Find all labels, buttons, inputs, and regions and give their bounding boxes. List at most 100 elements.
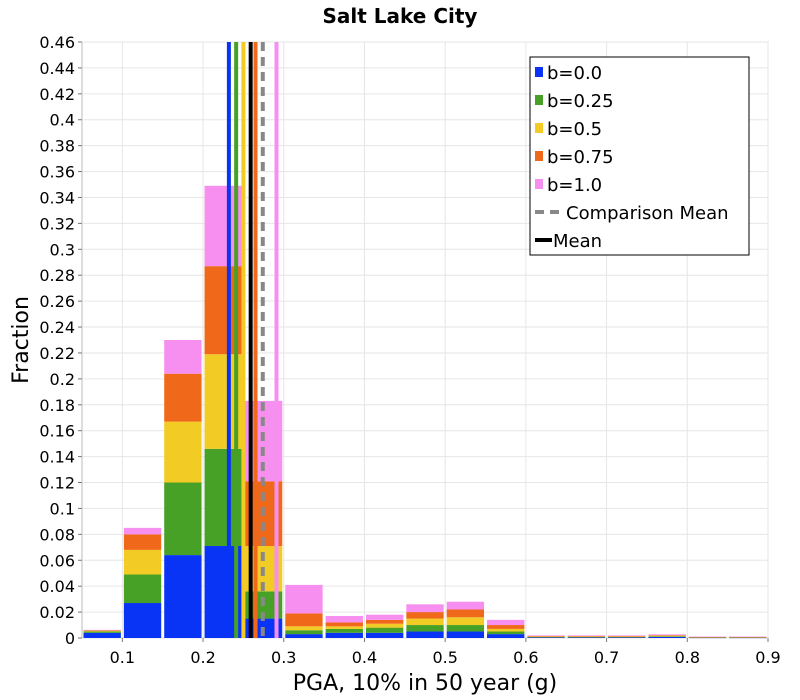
y-tick-label: 0.2 xyxy=(50,370,75,389)
bar-b-0-75-bin-6 xyxy=(325,622,363,627)
legend-label-comparison-mean: Comparison Mean xyxy=(566,203,729,224)
bar-b-0-75-bin-1 xyxy=(123,534,162,550)
mean-lines xyxy=(226,42,279,638)
bar-b-0-5-bin-10 xyxy=(487,628,525,632)
x-axis-label: PGA, 10% in 50 year (g) xyxy=(293,671,557,696)
bar-b-0-25-bin-14 xyxy=(648,636,686,637)
bar-b-0-25-bin-16 xyxy=(729,637,767,638)
bar-b-0-25-bin-6 xyxy=(325,628,363,633)
legend-swatch-b-0-0 xyxy=(535,67,543,77)
bar-b-0-0-bin-6 xyxy=(325,632,363,638)
bar-b-0-0-bin-10 xyxy=(487,634,525,638)
bar-b-0-75-bin-10 xyxy=(487,625,525,629)
bar-b-0-25-bin-1 xyxy=(123,574,162,604)
bar-b-0-5-bin-1 xyxy=(123,549,162,575)
y-tick-label: 0.08 xyxy=(39,525,75,544)
y-tick-label: 0.26 xyxy=(39,292,75,311)
bar-b-1-0-bin-10 xyxy=(487,619,525,626)
y-tick-label: 0 xyxy=(65,629,75,648)
bar-b-0-5-bin-13 xyxy=(608,636,646,638)
bar-b-0-5-bin-8 xyxy=(406,618,444,626)
y-tick-label: 0.44 xyxy=(39,59,75,78)
bar-b-0-25-bin-11 xyxy=(527,636,565,638)
bar-b-0-0-bin-0 xyxy=(83,632,121,638)
y-tick-label: 0.4 xyxy=(50,111,75,130)
bar-b-0-75-bin-0 xyxy=(83,630,121,631)
bar-b-0-0-bin-9 xyxy=(446,631,485,638)
bar-b-0-0-bin-11 xyxy=(527,637,565,638)
bar-b-1-0-bin-7 xyxy=(365,614,404,620)
legend-box xyxy=(529,56,750,256)
bar-b-0-25-bin-10 xyxy=(487,631,525,635)
bar-b-0-75-bin-11 xyxy=(527,636,565,637)
bar-b-1-0-bin-11 xyxy=(527,635,565,637)
bar-b-0-0-bin-1 xyxy=(123,603,162,638)
bar-b-1-0-bin-13 xyxy=(608,635,646,637)
y-tick-label: 0.04 xyxy=(39,577,75,596)
bar-b-0-0-bin-8 xyxy=(406,631,444,638)
y-tick-label: 0.1 xyxy=(50,499,75,518)
bar-b-0-25-bin-9 xyxy=(446,625,485,632)
bar-b-1-0-bin-8 xyxy=(406,604,444,613)
x-tick-label: 0.5 xyxy=(432,648,457,667)
y-tick-label: 0.22 xyxy=(39,344,75,363)
legend-label-b-0-25: b=0.25 xyxy=(547,91,614,112)
legend-label-b-0-75: b=0.75 xyxy=(547,147,614,168)
y-tick-label: 0.32 xyxy=(39,214,75,233)
y-axis-label: Fraction xyxy=(9,296,34,384)
bar-b-0-0-bin-12 xyxy=(567,637,606,638)
bar-b-0-5-bin-6 xyxy=(325,626,363,629)
bar-b-1-0-bin-5 xyxy=(285,584,323,614)
bar-b-0-75-bin-16 xyxy=(729,636,767,638)
bar-b-0-5-bin-2 xyxy=(164,421,202,483)
y-tick-label: 0.12 xyxy=(39,474,75,493)
y-tick-label: 0.02 xyxy=(39,603,75,622)
bar-b-0-25-bin-5 xyxy=(285,630,323,635)
bar-b-0-75-bin-9 xyxy=(446,609,485,618)
y-tick-label: 0.42 xyxy=(39,85,75,104)
bar-b-0-75-bin-14 xyxy=(648,635,686,636)
y-tick-label: 0.06 xyxy=(39,551,75,570)
bar-b-1-0-bin-16 xyxy=(729,636,767,638)
bar-b-0-75-bin-15 xyxy=(688,636,727,638)
y-tick-label: 0.46 xyxy=(39,33,75,52)
x-tick-label: 0.3 xyxy=(271,648,296,667)
bar-b-0-25-bin-7 xyxy=(365,627,404,633)
bar-b-0-5-bin-12 xyxy=(567,636,606,638)
x-tick-label: 0.2 xyxy=(190,648,215,667)
bar-b-0-5-bin-7 xyxy=(365,623,404,628)
bar-b-0-0-bin-15 xyxy=(688,637,727,639)
legend-label-b-0-0: b=0.0 xyxy=(547,63,602,84)
bar-b-1-0-bin-12 xyxy=(567,635,606,637)
y-tick-label: 0.18 xyxy=(39,396,75,415)
y-tick-label: 0.14 xyxy=(39,448,75,467)
legend-label-mean: Mean xyxy=(553,231,602,252)
y-tick-label: 0.38 xyxy=(39,137,75,156)
bar-b-0-5-bin-5 xyxy=(285,626,323,631)
x-tick-label: 0.6 xyxy=(513,648,538,667)
bar-b-1-0-bin-6 xyxy=(325,615,363,623)
bar-b-0-75-bin-12 xyxy=(567,636,606,637)
bar-b-1-0-bin-2 xyxy=(164,340,202,374)
x-tick-label: 0.1 xyxy=(110,648,135,667)
bar-b-1-0-bin-14 xyxy=(648,634,686,636)
legend: b=0.0 b=0.25 b=0.5 b=0.75 b=1.0 Comparison Me… xyxy=(529,56,750,256)
bar-b-0-25-bin-8 xyxy=(406,625,444,632)
bar-b-1-0-bin-0 xyxy=(83,629,121,631)
bar-b-0-25-bin-15 xyxy=(688,637,727,638)
bar-b-0-75-bin-13 xyxy=(608,636,646,637)
bar-b-0-5-bin-14 xyxy=(648,635,686,637)
bar-b-1-0-bin-1 xyxy=(123,527,162,535)
x-tick-label: 0.8 xyxy=(675,648,700,667)
y-tick-label: 0.24 xyxy=(39,318,75,337)
bar-b-0-25-bin-2 xyxy=(164,482,202,556)
legend-label-b-1-0: b=1.0 xyxy=(547,175,602,196)
y-tick-label: 0.16 xyxy=(39,422,75,441)
bar-b-0-0-bin-7 xyxy=(365,632,404,638)
bar-b-0-0-bin-2 xyxy=(164,555,202,638)
bar-b-0-75-bin-7 xyxy=(365,619,404,624)
bar-b-0-25-bin-0 xyxy=(83,631,121,633)
y-tick-label: 0.34 xyxy=(39,188,75,207)
bar-b-1-0-bin-15 xyxy=(688,636,727,638)
